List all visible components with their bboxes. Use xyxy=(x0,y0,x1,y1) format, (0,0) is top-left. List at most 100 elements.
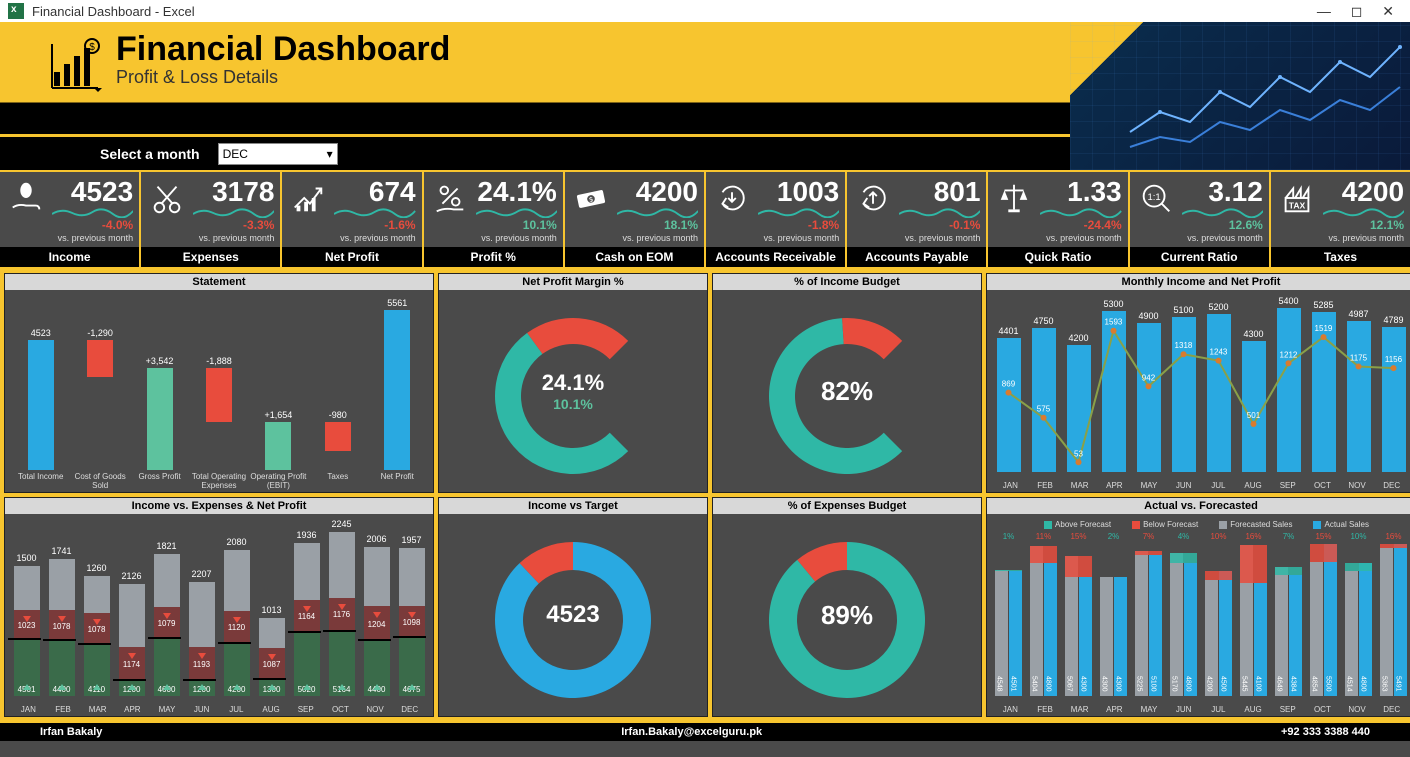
kpi-delta: 12.1% xyxy=(1323,218,1404,232)
panel-title: Income vs Target xyxy=(439,498,707,514)
panel-net-profit-margin: Net Profit Margin % 24.1%10.1% xyxy=(438,273,708,493)
kpi-value: 4200 xyxy=(1323,176,1404,206)
svg-text:1519: 1519 xyxy=(1315,324,1333,333)
svg-text:1593: 1593 xyxy=(1105,318,1123,327)
kpi-value: 1.33 xyxy=(1040,176,1121,206)
panel-income-vs-expenses: Income vs. Expenses & Net Profit 4501 10… xyxy=(4,497,434,717)
chevron-down-icon: ▾ xyxy=(327,147,333,161)
kpi-ar: 1003 -1.8% vs. previous month Accounts R… xyxy=(706,172,847,267)
kpi-quick: 1.33 -24.4% vs. previous month Quick Rat… xyxy=(988,172,1129,267)
kpi-prev-label: vs. previous month xyxy=(193,233,274,243)
cycle-up-icon xyxy=(853,176,893,220)
kpi-value: 4523 xyxy=(52,176,133,206)
kpi-strip: 4523 -4.0% vs. previous month Income 317… xyxy=(0,170,1410,269)
kpi-prev-label: vs. previous month xyxy=(1323,233,1404,243)
hand-money-icon xyxy=(6,176,46,220)
kpi-label: Income xyxy=(0,247,139,267)
kpi-label: Current Ratio xyxy=(1130,247,1269,267)
kpi-label: Taxes xyxy=(1271,247,1410,267)
window-titlebar: Financial Dashboard - Excel — ◻ ✕ xyxy=(0,0,1410,22)
kpi-value: 801 xyxy=(899,176,980,206)
sparkline-icon xyxy=(1323,206,1404,218)
kpi-prev-label: vs. previous month xyxy=(52,233,133,243)
kpi-prev-label: vs. previous month xyxy=(1182,233,1263,243)
kpi-prev-label: vs. previous month xyxy=(334,233,415,243)
kpi-ap: 801 -0.1% vs. previous month Accounts Pa… xyxy=(847,172,988,267)
dashboard-header: $ Financial Dashboard Profit & Loss Deta… xyxy=(0,22,1410,137)
excel-icon xyxy=(8,3,24,19)
dashboard-title: Financial Dashboard xyxy=(116,30,450,69)
footer-phone: +92 333 3388 440 xyxy=(1281,726,1370,738)
kpi-prev-label: vs. previous month xyxy=(1040,233,1121,243)
svg-text:$: $ xyxy=(89,42,95,53)
svg-text:1156: 1156 xyxy=(1385,355,1403,364)
window-controls[interactable]: — ◻ ✕ xyxy=(1317,3,1402,20)
sparkline-icon xyxy=(758,206,839,218)
sparkline-icon xyxy=(1040,206,1121,218)
svg-text:501: 501 xyxy=(1247,411,1261,420)
panel-actual-vs-forecasted: Actual vs. Forecasted Above ForecastBelo… xyxy=(986,497,1410,717)
sparkline-icon xyxy=(193,206,274,218)
kpi-value: 24.1% xyxy=(476,176,557,206)
panel-monthly-combo: Monthly Income and Net Profit 4401475042… xyxy=(986,273,1410,493)
kpi-delta: -3.3% xyxy=(193,218,274,232)
kpi-profitpct: 24.1% 10.1% vs. previous month Profit % xyxy=(424,172,565,267)
svg-text:53: 53 xyxy=(1074,449,1083,458)
kpi-prev-label: vs. previous month xyxy=(899,233,980,243)
kpi-label: Cash on EOM xyxy=(565,247,704,267)
sparkline-icon xyxy=(899,206,980,218)
chart-grid: Statement 4523 -1,290 +3,542 -1,888 +1,6… xyxy=(0,269,1410,721)
kpi-delta: 12.6% xyxy=(1182,218,1263,232)
kpi-delta: -24.4% xyxy=(1040,218,1121,232)
kpi-delta: -1.8% xyxy=(758,218,839,232)
panel-title: Monthly Income and Net Profit xyxy=(987,274,1410,290)
kpi-netprofit: 674 -1.6% vs. previous month Net Profit xyxy=(282,172,423,267)
panel-title: % of Income Budget xyxy=(713,274,981,290)
footer-email: Irfan.Bakaly@excelguru.pk xyxy=(102,726,1281,738)
dashboard-logo-icon: $ xyxy=(48,36,104,92)
kpi-casheom: $ 4200 18.1% vs. previous month Cash on … xyxy=(565,172,706,267)
kpi-label: Profit % xyxy=(424,247,563,267)
month-dropdown[interactable]: DEC ▾ xyxy=(218,143,338,165)
cycle-down-icon xyxy=(712,176,752,220)
kpi-value: 3.12 xyxy=(1182,176,1263,206)
sparkline-icon xyxy=(617,206,698,218)
sparkline-icon xyxy=(1182,206,1263,218)
kpi-delta: -0.1% xyxy=(899,218,980,232)
kpi-prev-label: vs. previous month xyxy=(617,233,698,243)
footer-bar: Irfan Bakaly Irfan.Bakaly@excelguru.pk +… xyxy=(0,721,1410,741)
sparkline-icon xyxy=(52,206,133,218)
kpi-delta: -1.6% xyxy=(334,218,415,232)
kpi-label: Quick Ratio xyxy=(988,247,1127,267)
month-dropdown-value: DEC xyxy=(223,147,248,161)
footer-author: Irfan Bakaly xyxy=(40,726,102,738)
kpi-value: 3178 xyxy=(193,176,274,206)
svg-text:1175: 1175 xyxy=(1350,353,1368,362)
kpi-income: 4523 -4.0% vs. previous month Income xyxy=(0,172,141,267)
panel-title: Income vs. Expenses & Net Profit xyxy=(5,498,433,514)
panel-title: % of Expenses Budget xyxy=(713,498,981,514)
header-decor-chart xyxy=(1070,22,1410,170)
sparkline-icon xyxy=(334,206,415,218)
kpi-prev-label: vs. previous month xyxy=(476,233,557,243)
window-title: Financial Dashboard - Excel xyxy=(32,4,195,19)
svg-text:1318: 1318 xyxy=(1175,341,1193,350)
kpi-label: Net Profit xyxy=(282,247,421,267)
svg-text:869: 869 xyxy=(1002,380,1016,389)
svg-text:942: 942 xyxy=(1142,373,1156,382)
panel-expenses-budget: % of Expenses Budget 89% xyxy=(712,497,982,717)
kpi-value: 674 xyxy=(334,176,415,206)
scale-icon xyxy=(994,176,1034,220)
svg-text:575: 575 xyxy=(1037,405,1051,414)
kpi-value: 4200 xyxy=(617,176,698,206)
panel-title: Actual vs. Forecasted xyxy=(987,498,1410,514)
kpi-prev-label: vs. previous month xyxy=(758,233,839,243)
panel-title: Net Profit Margin % xyxy=(439,274,707,290)
kpi-label: Expenses xyxy=(141,247,280,267)
tax-icon: TAX xyxy=(1277,176,1317,220)
svg-text:1:1: 1:1 xyxy=(1147,192,1160,203)
kpi-taxes: TAX 4200 12.1% vs. previous month Taxes xyxy=(1271,172,1410,267)
svg-text:1212: 1212 xyxy=(1280,350,1298,359)
magnify-ratio-icon: 1:1 xyxy=(1136,176,1176,220)
panel-statement: Statement 4523 -1,290 +3,542 -1,888 +1,6… xyxy=(4,273,434,493)
